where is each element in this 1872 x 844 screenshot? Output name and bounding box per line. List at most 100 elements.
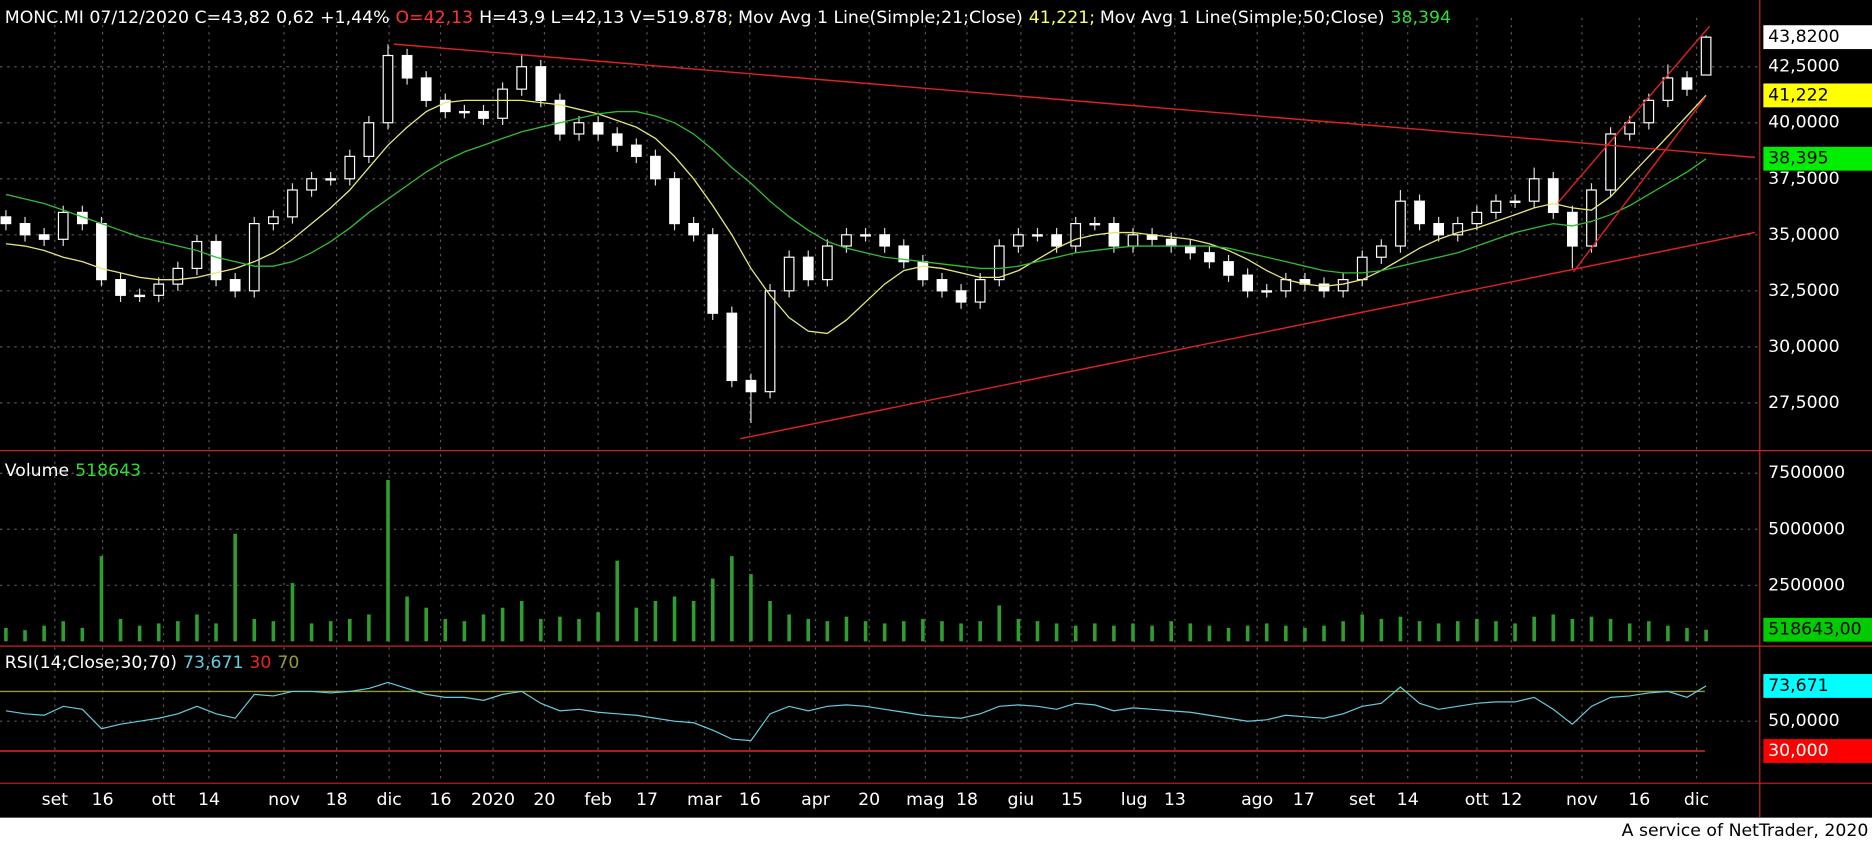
trend-line [1557,25,1711,204]
volume-bar [500,607,505,642]
volume-bar [1245,625,1250,642]
candle-body [248,223,260,292]
candle-body [1204,252,1215,263]
volume-last-label-box [1763,617,1872,642]
candle-body [1032,234,1043,237]
ma-last-label: 41,222 [1768,85,1829,105]
candle-body [1070,223,1082,247]
volume-bar [1207,625,1212,642]
volume-bar [863,621,868,642]
volume-bar [176,621,180,642]
candle-body [611,133,623,146]
header-part: 38,394 [1390,8,1451,28]
marks [0,35,1712,752]
rsi-title: RSI(14;Close;30;70) [5,653,177,673]
candle-body [860,234,871,237]
header-part: Mov Avg 1 Line(Simple;50;Close) [1100,8,1385,28]
candle-body [1242,274,1253,292]
candle-body [1700,36,1712,76]
volume-bar [1589,616,1594,642]
x-tick-label: 16 [739,790,761,810]
volume-bar [1627,623,1632,642]
candle-body [153,283,165,296]
candle-body [1127,234,1139,247]
volume-bar [233,533,237,642]
candle-body [191,240,203,270]
volume-bar [328,621,333,642]
candle-body [707,234,719,314]
candle-body [1567,211,1578,247]
candle-body [936,279,948,292]
volume-bar [1666,625,1670,642]
y-tick-label: 5000000 [1768,519,1845,539]
volume-bar [691,601,696,642]
x-tick-label: dic [1684,790,1709,810]
volume-bar [1150,625,1154,642]
volume-bar [672,596,677,642]
candle-body [57,211,69,240]
candle-body [745,379,757,393]
volume-bar [1646,621,1651,642]
volume-bar [806,618,811,642]
candle-body [802,256,814,281]
volume-bar [1532,616,1536,642]
y-tick-label: 35,0000 [1768,225,1840,245]
volume-bar [1284,625,1288,642]
volume-bar [1455,621,1460,642]
volume-bar [615,560,620,642]
trend-line [393,43,1756,159]
volume-bar [1112,625,1116,642]
header-part: 41,221 [1029,8,1090,28]
volume-bar [558,616,562,642]
candle-body [1528,178,1540,202]
labels: set 16 ott 14 nov 18 dic 16 2020 20 feb 17 mar 16 apr 2… [5,8,1872,810]
x-tick-label: apr [801,790,831,810]
volume-bar [290,583,295,642]
rsi-level-box: 30,000 [1768,741,1829,761]
footer-strip [0,817,1872,844]
volume-bar [959,623,963,642]
volume-bar [1341,621,1345,642]
x-tick-label: dic [376,790,401,810]
candle-body [592,122,604,135]
y-tick-label: 30,0000 [1768,337,1840,357]
candle-body [898,245,910,263]
x-tick-label: 17 [636,790,658,810]
volume-bar [271,621,276,642]
x-tick-label: 18 [956,790,978,810]
volume-bar [825,621,830,642]
rsi-last-label-box [1763,674,1872,698]
candle-body [1184,245,1196,254]
volume-value: 518643 [75,461,141,481]
candle-body [1051,234,1062,247]
x-tick-label: 2020 [471,790,515,810]
trend-line [740,231,1756,440]
volume-bar [1398,616,1403,642]
volume-bar [1131,623,1135,642]
candle-body [229,279,241,292]
volume-bar [921,618,925,642]
candle-body [1165,238,1177,247]
x-tick-label: nov [268,790,300,810]
x-tick-label: 15 [1061,790,1083,810]
x-tick-label: feb [584,790,612,810]
candle-body [1337,279,1349,292]
volume-bar [1379,618,1384,642]
x-tick-label: ott [1465,790,1489,810]
volume-bar [42,625,46,642]
volume-bar [1035,621,1040,642]
volume-bar [1360,614,1365,642]
candle-body [1547,178,1559,213]
volume-bar [1188,623,1193,642]
y-tick-label: 40,0000 [1768,113,1840,133]
volume-bar [1417,621,1422,642]
candle-body [306,178,317,191]
candle-body [1452,223,1464,236]
footer: A service of NetTrader, 2020 [1622,821,1869,841]
candle-body [96,223,107,281]
header-part: ; [1089,8,1095,28]
rsi-header: RSI(14;Close;30;70) 73,671 30 70 [5,653,300,673]
volume-bar [519,601,524,642]
x-tick-label: giu [1007,790,1034,810]
volume-bar [309,623,314,642]
